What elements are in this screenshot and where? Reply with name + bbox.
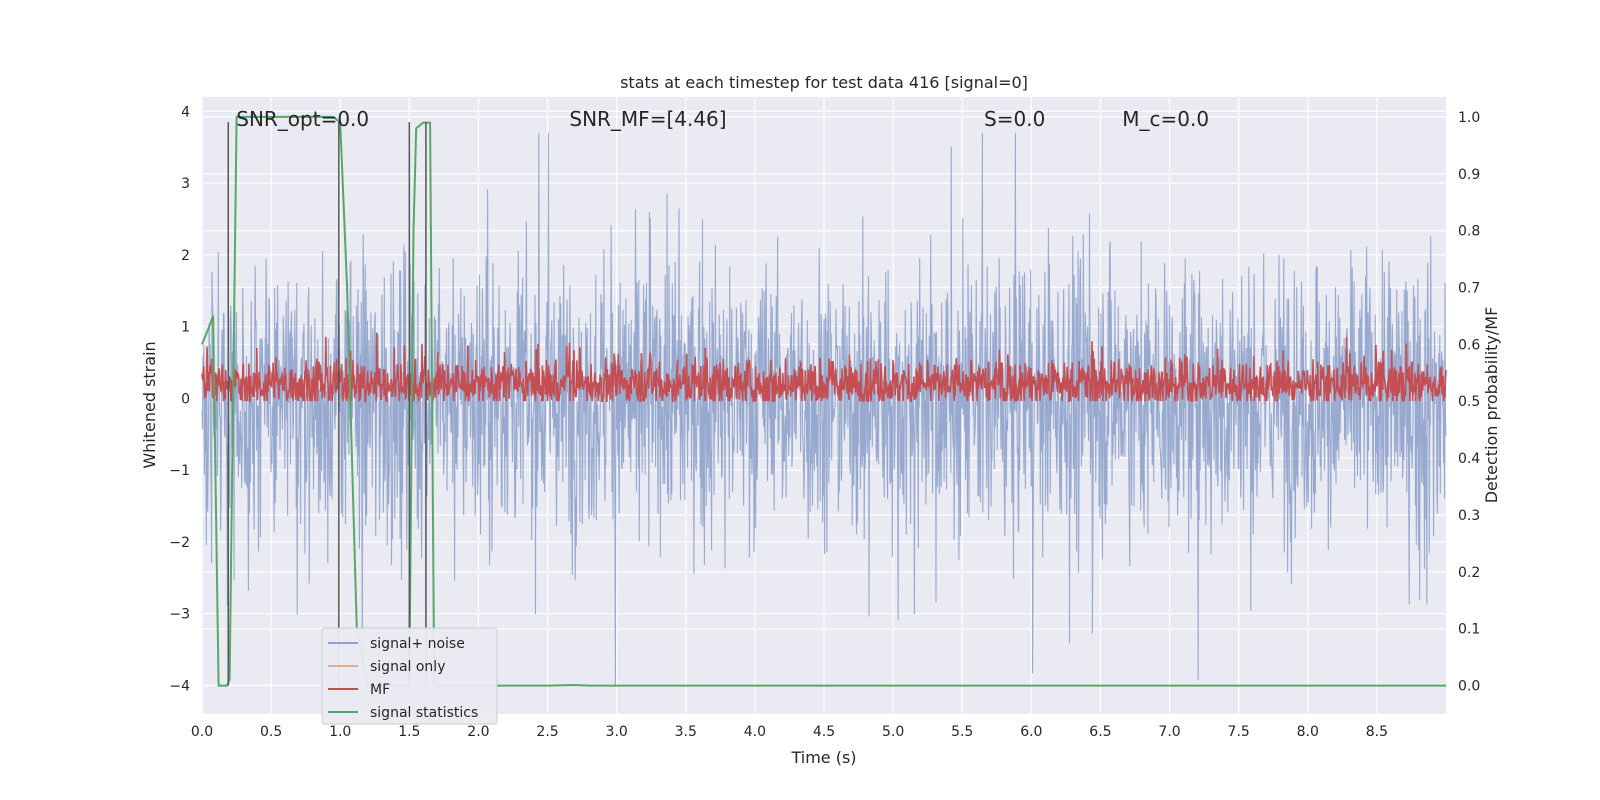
y-tick-label: 4 (181, 104, 190, 120)
y-tick-label: 3 (181, 176, 190, 192)
y-tick-label: 0 (181, 391, 190, 407)
x-tick-label: 8.5 (1366, 724, 1388, 740)
y2-tick-label: 0.9 (1458, 167, 1480, 183)
x-tick-label: 1.5 (398, 724, 420, 740)
y2-tick-label: 0.2 (1458, 565, 1480, 581)
y2-tick-label: 0.1 (1458, 622, 1480, 638)
vertical-markers (227, 122, 427, 686)
y-tick-labels: −4 −3 −2 −1 0 1 2 3 4 (169, 104, 190, 694)
y-axis-label: Whitened strain (140, 341, 159, 468)
x-tick-label: 6.5 (1089, 724, 1111, 740)
x-tick-label: 0.0 (191, 724, 213, 740)
y-tick-label: −4 (169, 678, 190, 694)
annotation-snr-opt: SNR_opt=0.0 (236, 107, 369, 131)
annotation-snr-mf: SNR_MF=[4.46] (569, 107, 726, 131)
legend-label-1: signal only (370, 659, 445, 675)
y2-tick-labels: 0.0 0.1 0.2 0.3 0.4 0.5 0.6 0.7 0.8 0.9 1.0 (1458, 110, 1480, 695)
x-tick-label: 3.0 (606, 724, 628, 740)
x-tick-label: 5.5 (951, 724, 973, 740)
x-tick-label: 7.0 (1158, 724, 1180, 740)
x-tick-label: 1.0 (329, 724, 351, 740)
y-tick-label: 1 (181, 320, 190, 336)
x-tick-label: 2.5 (536, 724, 558, 740)
x-tick-label: 0.5 (260, 724, 282, 740)
x-tick-label: 4.0 (744, 724, 766, 740)
y-tick-label: −3 (169, 607, 190, 623)
x-tick-labels: 0.0 0.5 1.0 1.5 2.0 2.5 3.0 3.5 4.0 4.5 5.0 5.5 6.0 6… (191, 724, 1388, 740)
legend-box (321, 627, 498, 725)
legend: signal+ noise signal only MF signal statist… (321, 627, 498, 725)
y2-tick-label: 1.0 (1458, 110, 1480, 126)
x-tick-label: 4.5 (813, 724, 835, 740)
legend-label-0: signal+ noise (370, 636, 465, 652)
y-tick-label: −1 (169, 463, 190, 479)
x-axis-label: Time (s) (790, 748, 856, 767)
x-tick-label: 5.0 (882, 724, 904, 740)
y2-tick-label: 0.4 (1458, 451, 1480, 467)
x-tick-label: 2.0 (467, 724, 489, 740)
x-tick-label: 6.0 (1020, 724, 1042, 740)
y2-tick-label: 0.6 (1458, 337, 1480, 353)
y2-tick-label: 0.3 (1458, 508, 1480, 524)
x-tick-label: 8.0 (1297, 724, 1319, 740)
y2-tick-label: 0.5 (1458, 394, 1480, 410)
y2-axis-label: Detection probability/MF (1482, 307, 1501, 504)
annotations: SNR_opt=0.0 SNR_MF=[4.46] S=0.0 M_c=0.0 (236, 107, 1209, 131)
y2-tick-label: 0.7 (1458, 281, 1480, 297)
chart-title: stats at each timestep for test data 416… (620, 73, 1028, 92)
annotation-s: S=0.0 (984, 107, 1045, 131)
annotation-mc: M_c=0.0 (1122, 107, 1209, 131)
x-tick-label: 7.5 (1228, 724, 1250, 740)
y2-tick-label: 0.0 (1458, 679, 1480, 695)
legend-label-3: signal statistics (370, 705, 478, 721)
y-tick-label: −2 (169, 535, 190, 551)
y-tick-label: 2 (181, 248, 190, 264)
y2-tick-label: 0.8 (1458, 224, 1480, 240)
legend-label-2: MF (370, 682, 390, 698)
x-tick-label: 3.5 (675, 724, 697, 740)
